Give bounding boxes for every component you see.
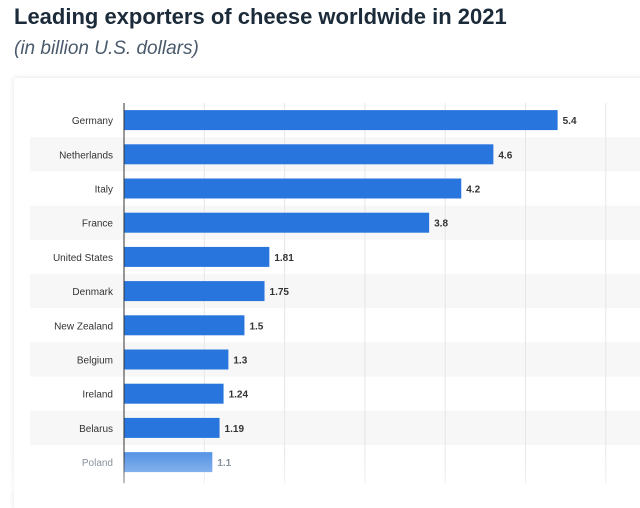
value-label: 1.81 <box>274 253 294 264</box>
bar[interactable] <box>124 417 220 438</box>
category-label: United States <box>53 253 113 264</box>
chart-title: Leading exporters of cheese worldwide in… <box>14 4 507 29</box>
value-label: 1.24 <box>229 390 249 401</box>
bar[interactable] <box>124 178 462 199</box>
value-label: 4.2 <box>466 185 480 196</box>
value-label: 5.4 <box>563 116 577 127</box>
category-label: France <box>82 219 114 230</box>
category-label: Belgium <box>77 356 113 367</box>
value-label: 1.5 <box>249 321 263 332</box>
bar-chart: Germany Netherlands Italy France United Stat… <box>30 103 640 484</box>
category-label: Germany <box>72 116 113 127</box>
value-label: 1.3 <box>233 356 247 367</box>
category-label: Poland <box>82 458 113 469</box>
bar[interactable] <box>124 349 229 370</box>
value-label: 1.75 <box>270 287 290 298</box>
chart-subtitle: (in billion U.S. dollars) <box>14 38 199 59</box>
category-label: Belarus <box>79 424 113 435</box>
row-band <box>30 410 640 445</box>
value-label: 3.8 <box>434 219 448 230</box>
value-label: 1.1 <box>217 458 231 469</box>
category-label: New Zealand <box>54 321 113 332</box>
category-label: Ireland <box>82 390 113 401</box>
bar[interactable] <box>124 452 213 473</box>
bar[interactable] <box>124 144 494 165</box>
category-label: Italy <box>95 185 113 196</box>
bar[interactable] <box>124 110 558 131</box>
bar[interactable] <box>124 383 224 404</box>
bar[interactable] <box>124 281 265 302</box>
bar[interactable] <box>124 246 270 267</box>
row-band <box>30 342 640 377</box>
value-label: 1.19 <box>225 424 245 435</box>
category-label: Denmark <box>72 287 114 298</box>
category-label: Netherlands <box>59 150 113 161</box>
value-label: 4.6 <box>498 150 512 161</box>
row-band <box>30 274 640 309</box>
bar[interactable] <box>124 212 430 233</box>
bar[interactable] <box>124 315 245 336</box>
